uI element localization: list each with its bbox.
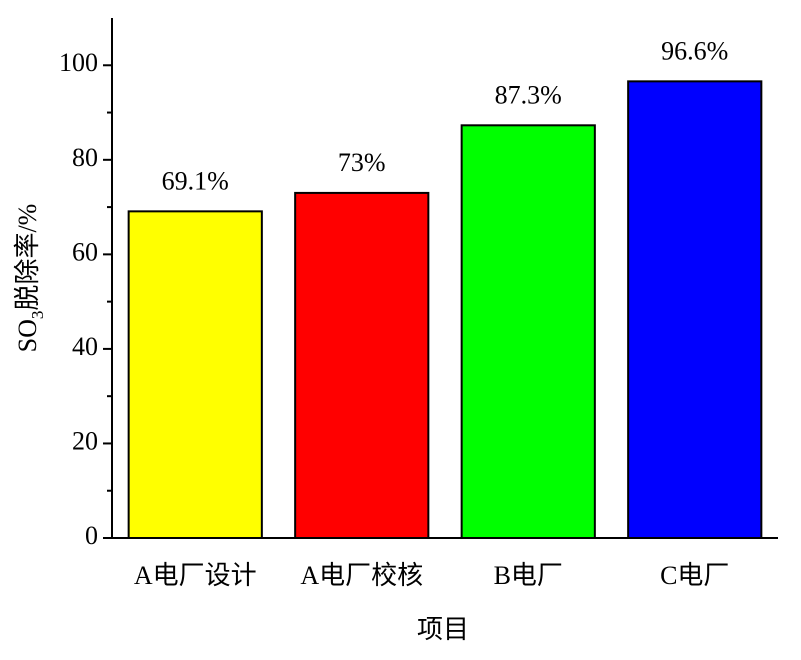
value-label: 69.1% — [162, 166, 229, 195]
x-tick-label: C电厂 — [660, 561, 729, 590]
y-tick-label: 20 — [72, 426, 98, 455]
bar — [460, 124, 596, 540]
value-label: 96.6% — [661, 36, 728, 65]
y-tick-label: 60 — [72, 237, 98, 266]
y-tick-label: 100 — [59, 48, 98, 77]
y-axis-label: SO3脱除率/% — [13, 204, 47, 353]
bar — [127, 210, 263, 539]
x-tick-label: B电厂 — [494, 561, 563, 590]
bar — [627, 80, 763, 539]
x-axis-label: 项目 — [417, 615, 469, 644]
y-tick-label: 0 — [85, 521, 98, 550]
y-tick-label: 40 — [72, 332, 98, 361]
value-label: 73% — [338, 148, 386, 177]
y-tick-label: 80 — [72, 143, 98, 172]
bar — [294, 191, 430, 539]
x-tick-label: A电厂设计 — [134, 561, 257, 590]
value-label: 87.3% — [495, 80, 562, 109]
x-tick-label: A电厂校核 — [300, 561, 423, 590]
